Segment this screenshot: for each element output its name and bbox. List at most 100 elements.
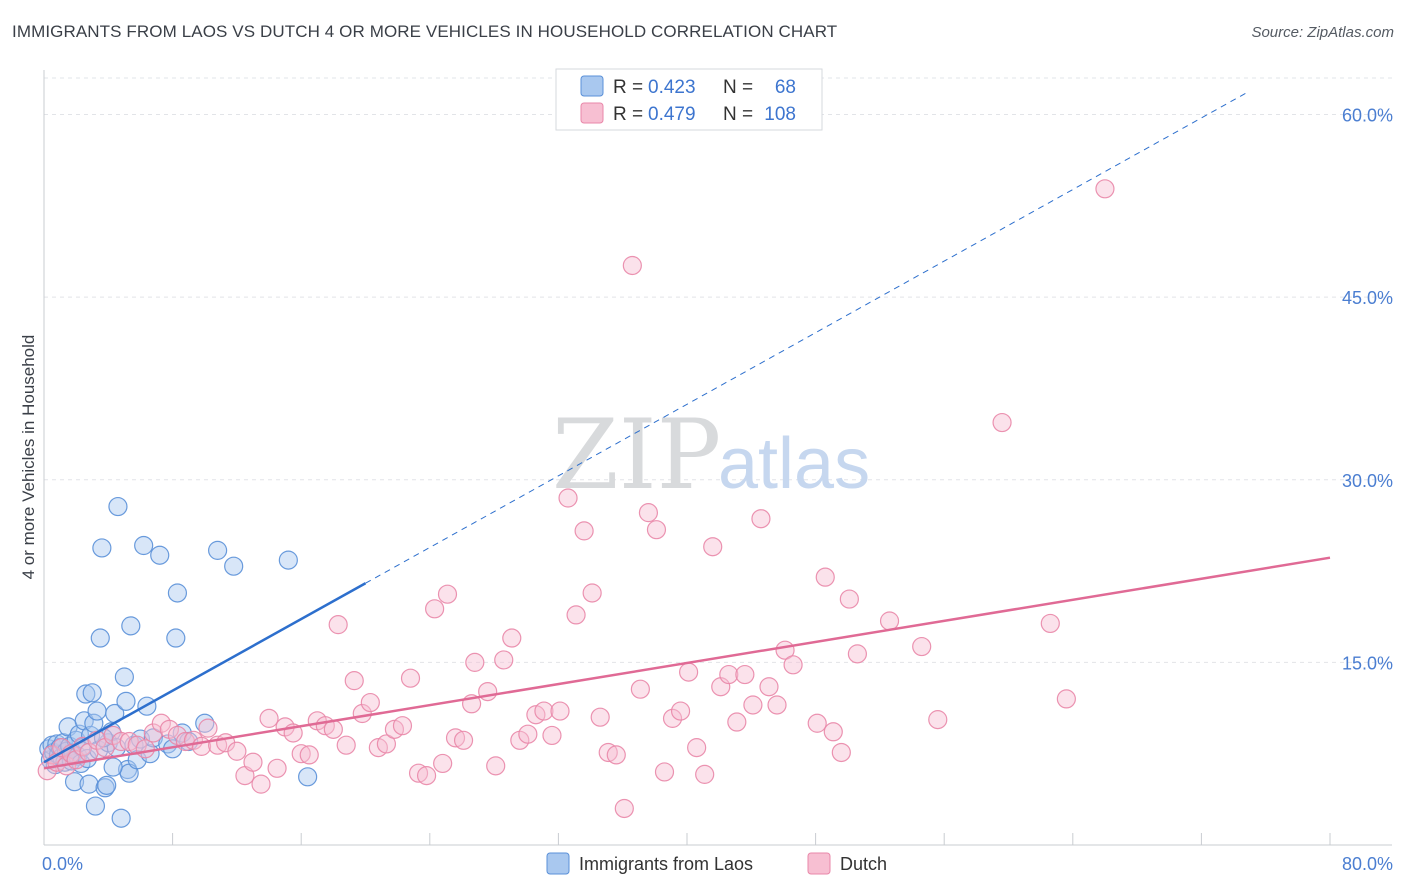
dutch-point-28 (243, 752, 263, 772)
dutch-point-84 (687, 738, 707, 758)
dutch-point-67 (550, 701, 570, 721)
dutch-point-57 (465, 652, 485, 672)
dutch-point-92 (751, 509, 771, 529)
dutch-point-80 (654, 762, 675, 782)
dutch-point-43 (360, 692, 380, 713)
chart-title: IMMIGRANTS FROM LAOS VS DUTCH 4 OR MORE … (12, 22, 838, 41)
dutch-point-108 (1056, 689, 1076, 709)
dutch-point-49 (408, 763, 429, 783)
dutch-point-78 (638, 503, 659, 523)
laos-point-58 (167, 583, 188, 603)
dutch-point-23 (198, 718, 218, 738)
laos-points (39, 496, 318, 828)
dutch-point-54 (445, 728, 466, 748)
laos-point-27 (82, 683, 102, 703)
dutch-point-68 (558, 488, 578, 508)
dutch-point-34 (291, 744, 311, 764)
dutch-point-40 (336, 735, 356, 755)
dutch-point-90 (735, 664, 755, 685)
dutch-point-101 (839, 589, 859, 609)
dutch-point-73 (598, 742, 618, 763)
dutch-point-93 (759, 677, 779, 697)
chart-source: Source: ZipAtlas.com (1251, 24, 1394, 41)
dutch-point-77 (630, 679, 650, 699)
dutch-point-69 (566, 605, 586, 625)
dutch-point-106 (992, 412, 1012, 433)
laos-point-25 (79, 774, 99, 794)
dutch-point-99 (823, 722, 843, 742)
bottom-legend: Immigrants from Laos Dutch (546, 852, 887, 875)
legend-n-value-dutch: 108 (764, 104, 796, 125)
y-tick-labels: 15.0% 30.0% 45.0% 60.0% (1342, 106, 1393, 674)
dutch-point-76 (622, 255, 642, 276)
y-axis-label: 4 or more Vehicles in Household (19, 335, 38, 580)
laos-point-65 (298, 767, 318, 787)
dutch-point-94 (767, 695, 787, 715)
laos-point-54 (150, 545, 170, 565)
laos-point-35 (97, 775, 117, 795)
dutch-point-66 (542, 725, 562, 746)
laos-point-40 (108, 496, 128, 517)
dutch-point-60 (494, 650, 514, 670)
dutch-point-45 (376, 734, 396, 754)
dutch-point-65 (534, 701, 554, 721)
dutch-point-88 (719, 664, 739, 685)
legend-n-value-laos: 68 (775, 77, 796, 98)
top-legend: R = 0.423 N = 68 R = 0.479 N = 108 (555, 68, 823, 131)
dutch-point-70 (574, 521, 594, 541)
dutch-point-59 (486, 756, 506, 776)
dutch-point-91 (743, 695, 763, 715)
dutch-point-63 (518, 724, 538, 744)
dutch-point-104 (912, 636, 932, 657)
dutch-point-15 (135, 739, 155, 759)
dutch-point-16 (143, 723, 163, 743)
legend-n-label-dutch: N = (723, 104, 753, 125)
dutch-point-29 (251, 774, 271, 794)
bottom-legend-label-dutch: Dutch (840, 854, 887, 874)
laos-point-16 (64, 772, 85, 792)
dutch-point-35 (299, 745, 319, 765)
x-tick-label-max: 80.0% (1342, 854, 1393, 874)
watermark-zip: ZIP (552, 399, 721, 511)
x-tick-label-min: 0.0% (42, 854, 83, 874)
legend-swatch-laos (580, 75, 604, 97)
legend-n-label-laos: N = (723, 77, 753, 98)
gridlines (44, 77, 1392, 663)
dutch-point-83 (679, 662, 699, 682)
bottom-legend-swatch-dutch (807, 852, 831, 875)
laos-point-30 (87, 701, 107, 721)
dutch-point-72 (590, 707, 610, 727)
dutch-point-107 (1040, 613, 1060, 634)
dutch-point-22 (191, 736, 212, 756)
laos-point-32 (90, 628, 110, 648)
laos-point-64 (278, 550, 298, 570)
dutch-point-55 (453, 730, 474, 750)
laos-point-29 (85, 796, 106, 816)
dutch-point-31 (267, 758, 287, 778)
laos-point-57 (166, 628, 186, 648)
dutch-point-12 (111, 731, 131, 752)
dutch-point-82 (670, 701, 691, 721)
dutch-point-81 (662, 708, 683, 728)
y-tick-label-15: 15.0% (1342, 653, 1393, 673)
legend-r-label-dutch: R = (613, 104, 643, 125)
dutch-point-74 (606, 745, 626, 765)
laos-point-50 (134, 535, 154, 556)
bottom-legend-label-laos: Immigrants from Laos (579, 854, 753, 874)
dutch-point-71 (582, 583, 602, 603)
legend-r-value-dutch: 0.479 (648, 104, 696, 125)
watermark-atlas: atlas (718, 424, 870, 504)
dutch-point-48 (400, 668, 421, 688)
dutch-point-41 (344, 671, 364, 691)
dutch-point-52 (433, 753, 453, 774)
laos-trend-dashed (365, 90, 1250, 584)
watermark: ZIP atlas (552, 399, 870, 511)
laos-point-63 (224, 556, 244, 576)
dutch-point-75 (614, 798, 634, 819)
dutch-point-105 (928, 710, 948, 730)
dutch-trend-line (43, 556, 1331, 770)
y-tick-label-60: 60.0% (1342, 106, 1393, 126)
dutch-point-100 (831, 742, 851, 763)
y-tick-label-30: 30.0% (1342, 471, 1393, 491)
